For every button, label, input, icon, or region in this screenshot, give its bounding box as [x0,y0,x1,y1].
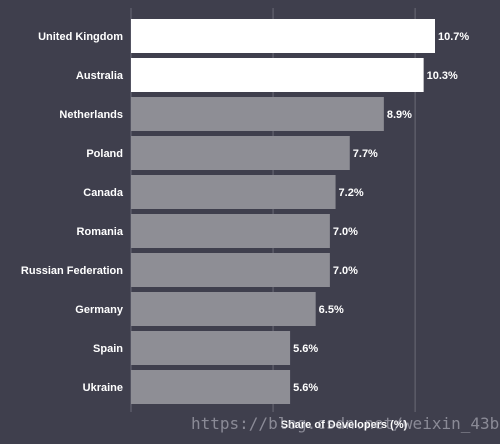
bar-0 [131,19,435,53]
x-axis-title: Share of Developers (%) [281,419,408,431]
value-label-8: 5.6% [293,343,318,355]
bar-5 [131,214,330,248]
category-label-7: Germany [75,304,124,316]
category-label-8: Spain [93,343,123,355]
category-label-5: Romania [77,226,124,238]
watermark: https://blog.csdn.net/weixin_43b6984021 [191,414,500,433]
bar-1 [131,58,424,92]
bar-3 [131,136,350,170]
value-label-3: 7.7% [353,148,378,160]
bar-8 [131,331,291,365]
category-label-9: Ukraine [83,382,123,394]
bar-7 [131,292,316,326]
value-label-7: 6.5% [319,304,344,316]
category-label-0: United Kingdom [38,31,123,43]
category-label-3: Poland [86,148,123,160]
category-label-4: Canada [83,187,124,199]
category-label-2: Netherlands [59,109,123,121]
bar-6 [131,253,330,287]
value-label-5: 7.0% [333,226,358,238]
bar-4 [131,175,336,209]
bar-9 [131,370,291,404]
value-label-6: 7.0% [333,265,358,277]
bar-2 [131,97,384,131]
value-label-2: 8.9% [387,109,412,121]
value-label-4: 7.2% [339,187,364,199]
value-label-1: 10.3% [427,70,458,82]
bars [131,19,435,404]
value-label-9: 5.6% [293,382,318,394]
value-label-0: 10.7% [438,31,469,43]
labels: United Kingdom 10.7% Australia 10.3% Netherl… [21,31,469,394]
category-label-1: Australia [76,70,124,82]
category-label-6: Russian Federation [21,265,123,277]
